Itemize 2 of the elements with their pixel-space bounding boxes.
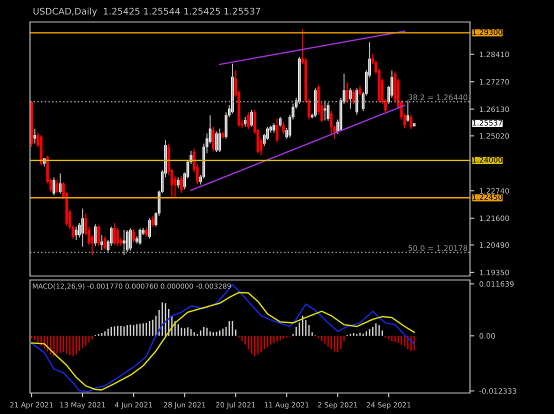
chart-title: USDCAD,Daily 1.25425 1.25544 1.25425 1.25537: [34, 8, 260, 16]
candlestick: [412, 122, 416, 127]
